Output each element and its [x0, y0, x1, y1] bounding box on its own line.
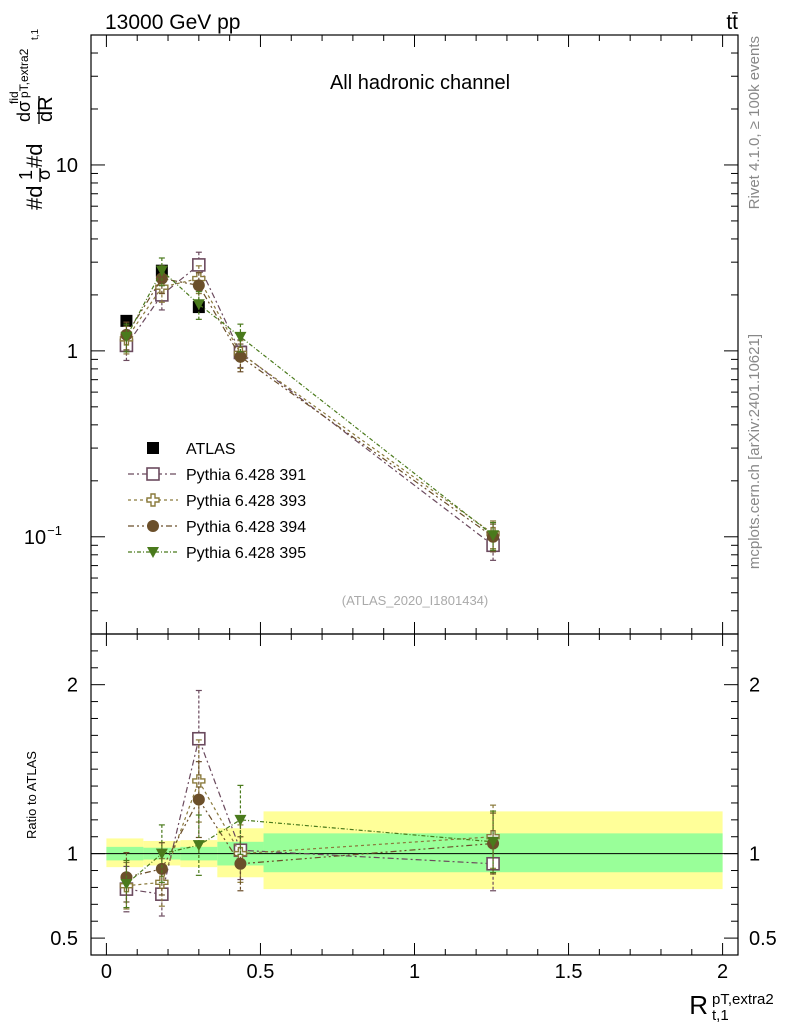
analysis-id: (ATLAS_2020_I1801434)	[342, 593, 488, 608]
main-point	[487, 530, 500, 542]
ratio-point	[487, 836, 500, 848]
legend-label: Pythia 6.428 391	[186, 467, 306, 484]
y-title-part: 1	[16, 170, 36, 180]
x-tick-label: 0.5	[247, 961, 275, 983]
main-point	[192, 299, 205, 311]
x-axis-title: R	[689, 990, 708, 1020]
y-tick-label: 10−1	[24, 523, 62, 549]
main-point	[234, 331, 247, 343]
main-point	[192, 279, 205, 292]
y-title-sub: pT,extra2	[17, 48, 31, 98]
ratio-y-axis-title: Ratio to ATLAS	[24, 751, 39, 839]
mcplots-site-label: mcplots.cern.ch [arXiv:2401.10621]	[746, 334, 763, 569]
y-tick-label: 10	[56, 155, 78, 177]
y-title-part: #d	[22, 144, 47, 168]
legend-label: Pythia 6.428 395	[186, 545, 306, 562]
ratio-point	[155, 862, 168, 875]
channel-label: All hadronic channel	[330, 72, 510, 94]
legend: ATLAS Pythia 6.428 391 Pythia 6.428 393 Pyt…	[128, 441, 306, 562]
energy-label: 13000 GeV pp	[105, 11, 240, 34]
ratio-y-tick-label-right: 1	[749, 844, 760, 866]
ratio-series-pythia-6-428-394	[120, 761, 500, 903]
y-title-part: dσ	[14, 101, 34, 122]
rivet-version-label: Rivet 4.1.0, ≥ 100k events	[746, 36, 763, 209]
ratio-point	[192, 840, 205, 852]
ratio-y-tick-label-right: 0.5	[749, 928, 777, 950]
legend-label: Pythia 6.428 393	[186, 493, 306, 510]
ratio-point	[120, 879, 133, 891]
main-point	[234, 350, 247, 363]
x-tick-label: 1	[409, 961, 420, 983]
y-title-part: dR	[35, 96, 57, 122]
y-title-part: σ	[34, 169, 54, 180]
ratio-series-pythia-6-428-395	[120, 784, 500, 909]
main-series-line	[125, 277, 494, 538]
ratio-point	[192, 774, 206, 788]
ratio-y-tick-label-left: 2	[67, 675, 78, 697]
ratio-point	[234, 814, 247, 826]
ratio-y-tick-label-right: 2	[749, 675, 760, 697]
y-title-sub: t,1	[30, 28, 41, 40]
ratio-y-tick-label-left: 1	[67, 844, 78, 866]
main-series-pythia-6-428-394	[120, 265, 500, 553]
legend-label: ATLAS	[186, 441, 236, 458]
ratio-point	[192, 793, 205, 806]
x-tick-label: 1.5	[555, 961, 583, 983]
ratio-point	[234, 857, 247, 870]
legend-marker	[146, 467, 160, 481]
ratio-point	[192, 731, 206, 746]
ratio-point	[155, 848, 168, 860]
x-axis-title-sup: pT,extra2	[712, 991, 774, 1008]
ratio-series-line	[126, 736, 494, 895]
legend-marker	[146, 493, 160, 507]
legend-marker	[147, 520, 159, 532]
x-tick-label: 0	[101, 961, 112, 983]
x-axis-title-sub: t,1	[712, 1007, 729, 1024]
y-title-part: #d	[22, 186, 47, 210]
y-tick-label: 1	[67, 341, 78, 363]
ratio-y-tick-label-left: 0.5	[50, 928, 78, 950]
main-point	[155, 265, 168, 277]
ratio-plot-frame	[90, 633, 739, 956]
main-point	[120, 331, 133, 343]
main-series-pythia-6-428-395	[120, 257, 500, 551]
legend-marker	[147, 547, 159, 558]
main-series-pythia-6-428-393	[119, 265, 500, 550]
y-title-sup: fid	[7, 91, 21, 104]
legend-marker	[147, 442, 159, 454]
x-tick-label: 2	[717, 961, 728, 983]
main-point	[192, 258, 206, 272]
main-series-line	[125, 277, 494, 535]
process-label: tt̄	[726, 11, 738, 34]
legend-label: Pythia 6.428 394	[186, 519, 306, 536]
main-series-line	[125, 263, 494, 546]
